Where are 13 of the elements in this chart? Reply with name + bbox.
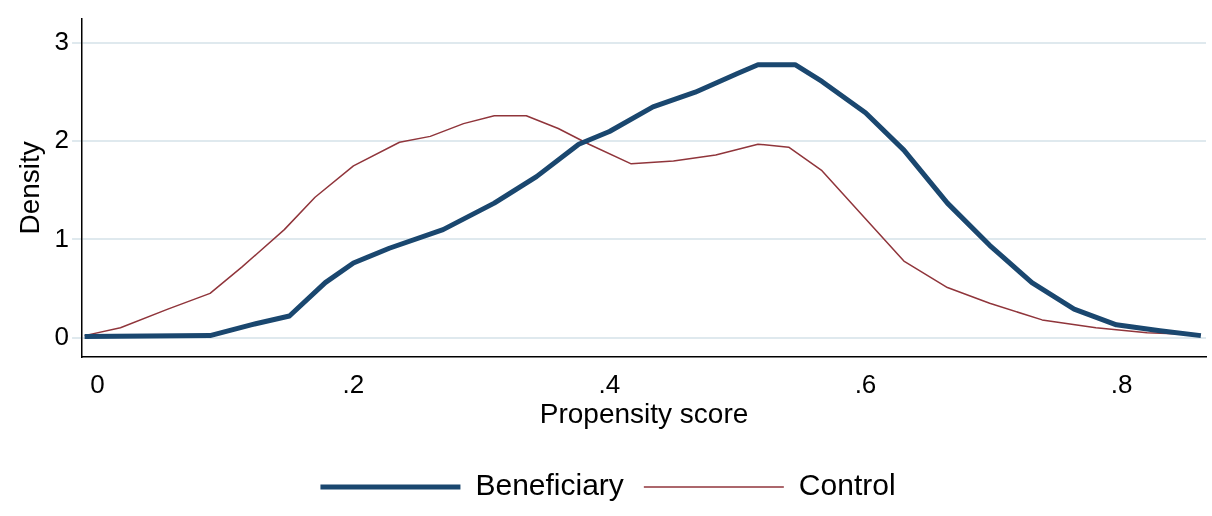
legend-label: Control <box>798 468 896 502</box>
x-axis-title: Propensity score <box>539 397 749 429</box>
x-tick-label: .2 <box>342 368 365 399</box>
y-tick-label: 2 <box>54 124 70 155</box>
y-tick-label: 3 <box>54 26 70 57</box>
x-tick-label: .6 <box>854 368 877 399</box>
legend-label: Beneficiary <box>475 468 624 502</box>
x-tick-label: 0 <box>90 368 105 399</box>
x-tick-label: .8 <box>1110 368 1133 399</box>
y-tick-label: 1 <box>54 222 70 253</box>
y-axis-title: Density <box>13 141 45 235</box>
y-tick-label: 0 <box>54 320 70 351</box>
x-tick-label: .4 <box>598 368 621 399</box>
